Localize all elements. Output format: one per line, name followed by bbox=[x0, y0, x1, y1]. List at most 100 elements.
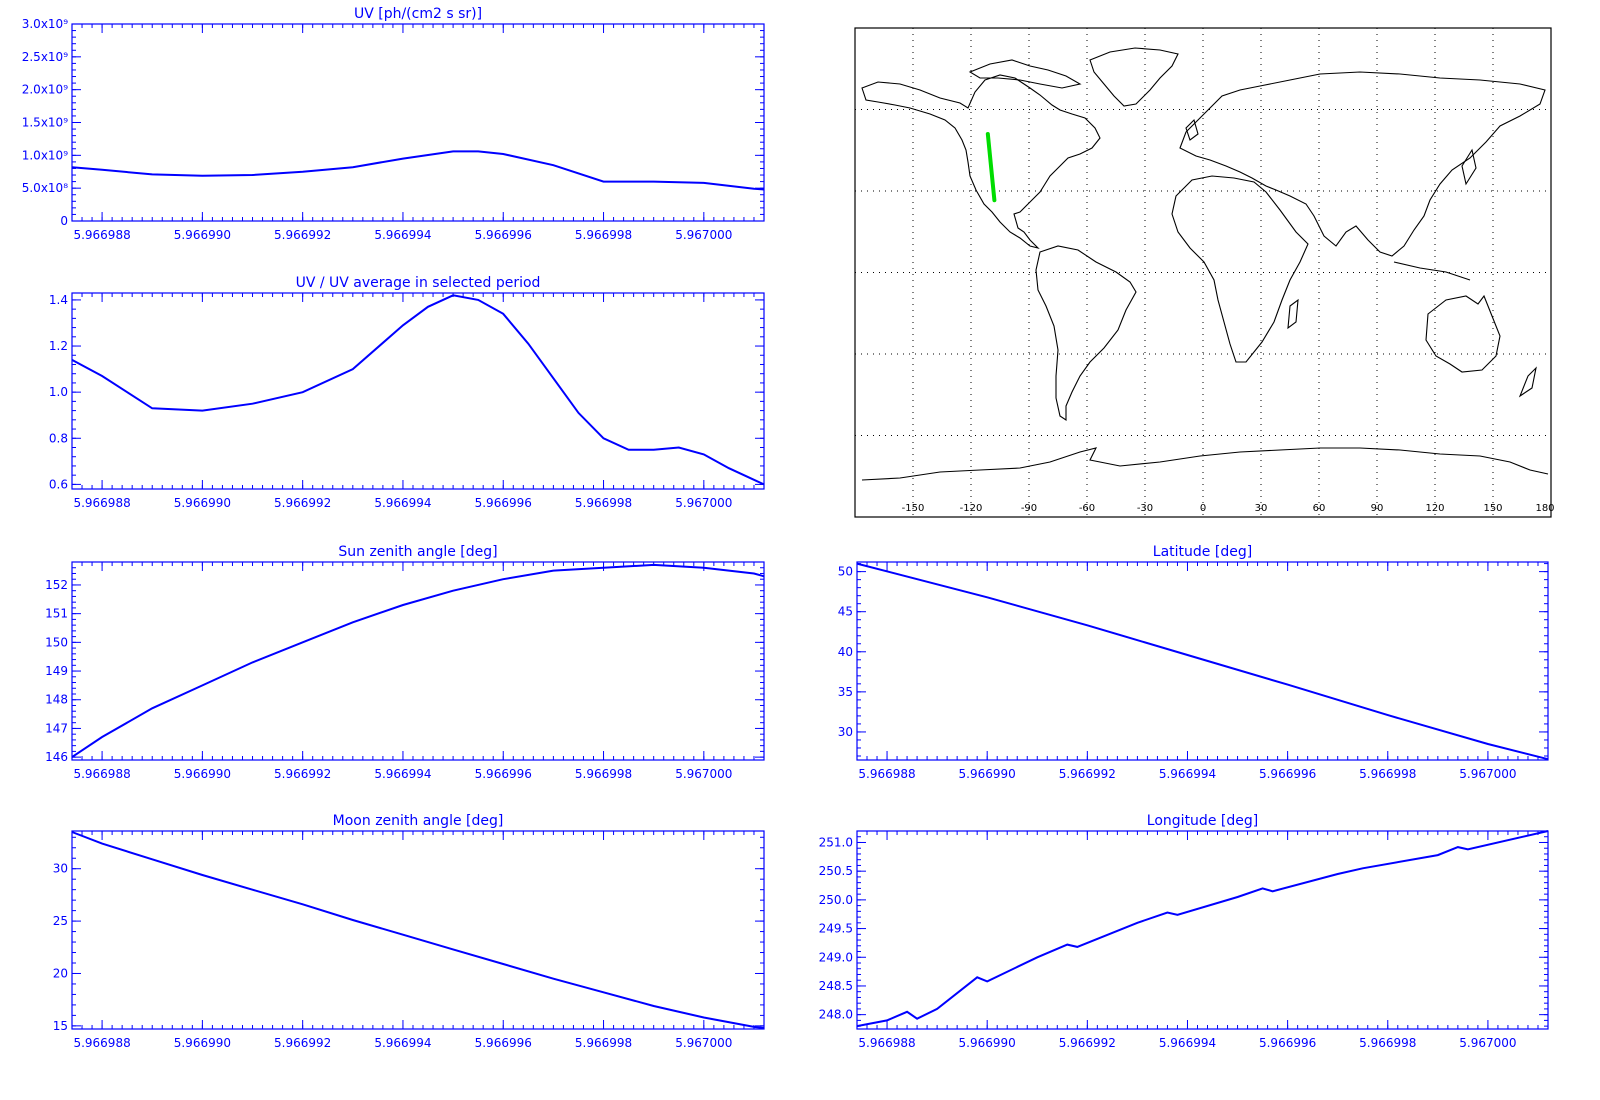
y-tick-label: 148 bbox=[45, 693, 68, 707]
lon-tick-label: -30 bbox=[1137, 503, 1153, 514]
x-tick-label: 5.966994 bbox=[374, 767, 431, 781]
x-tick-label: 5.966988 bbox=[73, 767, 130, 781]
world-map: -150 -120 -90 -60 -30 0 30 60 90 120 150 180 bbox=[854, 27, 1555, 518]
x-tick-label: 5.967000 bbox=[675, 767, 732, 781]
x-tick-label: 5.966994 bbox=[374, 496, 431, 510]
continent-africa bbox=[1171, 175, 1309, 363]
y-tick-label: 250.5 bbox=[819, 864, 853, 878]
x-tick-label: 5.966988 bbox=[73, 1036, 130, 1050]
y-tick-label: 150 bbox=[45, 635, 68, 649]
series-line bbox=[71, 294, 765, 486]
y-tick-label: 248.0 bbox=[819, 1008, 853, 1022]
x-tick-label: 5.967000 bbox=[1459, 767, 1516, 781]
x-tick-label: 5.966994 bbox=[1159, 767, 1216, 781]
x-tick-label: 5.966996 bbox=[475, 1036, 532, 1050]
x-tick-label: 5.966992 bbox=[274, 496, 331, 510]
x-tick-label: 5.966992 bbox=[1059, 1036, 1116, 1050]
y-tick-label: 1.2 bbox=[49, 339, 68, 353]
x-tick-label: 5.967000 bbox=[675, 228, 732, 242]
y-tick-label: 3.0x10⁹ bbox=[22, 17, 68, 31]
x-tick-label: 5.966998 bbox=[575, 767, 632, 781]
y-tick-label: 0 bbox=[60, 214, 68, 228]
lon-tick-label: 30 bbox=[1255, 503, 1268, 514]
y-tick-label: 146 bbox=[45, 750, 68, 764]
plot-frame bbox=[71, 292, 765, 490]
y-tick-label: 0.6 bbox=[49, 477, 68, 491]
x-tick-label: 5.967000 bbox=[675, 496, 732, 510]
continent-north-america bbox=[861, 74, 1101, 250]
lon-tick-label: -150 bbox=[902, 503, 925, 514]
x-tick-label: 5.966998 bbox=[575, 228, 632, 242]
island-madagascar bbox=[1287, 298, 1299, 330]
y-tick-label: 249.0 bbox=[819, 950, 853, 964]
continent-europe-asia bbox=[1179, 71, 1546, 257]
y-tick-label: 35 bbox=[838, 685, 853, 699]
chart-title: UV [ph/(cm2 s sr)] bbox=[354, 6, 482, 22]
lon-tick-label: -120 bbox=[960, 503, 983, 514]
x-tick-label: 5.966998 bbox=[1359, 767, 1416, 781]
y-tick-label: 1.0 bbox=[49, 385, 68, 399]
y-tick-label: 20 bbox=[53, 966, 68, 980]
chart-longitude: Longitude [deg] 5.966988 5.966990 5.966992 5… bbox=[819, 813, 1549, 1050]
chart-sun-zenith: Sun zenith angle [deg] 5.966988 5.966990 5.… bbox=[45, 544, 765, 781]
x-tick-label: 5.966992 bbox=[274, 767, 331, 781]
x-tick-label: 5.966990 bbox=[174, 1036, 231, 1050]
island-new-zealand bbox=[1518, 366, 1537, 398]
chart-title: Latitude [deg] bbox=[1153, 544, 1252, 560]
x-tick-label: 5.967000 bbox=[1459, 1036, 1516, 1050]
x-tick-label: 5.966992 bbox=[1059, 767, 1116, 781]
x-tick-label: 5.966990 bbox=[959, 1036, 1016, 1050]
x-tick-label: 5.966996 bbox=[1259, 767, 1316, 781]
x-tick-label: 5.966992 bbox=[274, 1036, 331, 1050]
y-tick-label: 1.4 bbox=[49, 293, 68, 307]
x-tick-label: 5.966990 bbox=[174, 228, 231, 242]
x-tick-label: 5.966998 bbox=[1359, 1036, 1416, 1050]
y-tick-label: 251.0 bbox=[819, 835, 853, 849]
y-tick-label: 147 bbox=[45, 721, 68, 735]
lon-tick-label: -90 bbox=[1021, 503, 1037, 514]
series-line bbox=[71, 150, 765, 191]
x-tick-label: 5.967000 bbox=[675, 1036, 732, 1050]
x-tick-label: 5.966998 bbox=[575, 496, 632, 510]
series-line bbox=[71, 831, 765, 1029]
y-tick-label: 152 bbox=[45, 578, 68, 592]
x-tick-label: 5.966988 bbox=[73, 228, 130, 242]
x-tick-label: 5.966988 bbox=[73, 496, 130, 510]
y-tick-label: 30 bbox=[838, 725, 853, 739]
x-tick-label: 5.966988 bbox=[858, 767, 915, 781]
y-tick-label: 2.5x10⁹ bbox=[22, 50, 68, 64]
chart-title: UV / UV average in selected period bbox=[296, 275, 541, 291]
x-tick-label: 5.966990 bbox=[174, 496, 231, 510]
series-line bbox=[856, 830, 1549, 1028]
y-tick-label: 250.0 bbox=[819, 893, 853, 907]
chart-moon-zenith: Moon zenith angle [deg] 5.966988 5.966990 5… bbox=[53, 813, 765, 1050]
island-uk bbox=[1185, 118, 1199, 141]
x-tick-label: 5.966996 bbox=[475, 496, 532, 510]
y-tick-label: 2.0x10⁹ bbox=[22, 83, 68, 97]
x-tick-label: 5.966988 bbox=[858, 1036, 915, 1050]
y-tick-label: 25 bbox=[53, 914, 68, 928]
series-line bbox=[71, 563, 765, 758]
y-tick-label: 1.0x10⁹ bbox=[22, 148, 68, 162]
x-tick-label: 5.966990 bbox=[959, 767, 1016, 781]
lon-tick-label: -60 bbox=[1079, 503, 1095, 514]
continent-antarctica bbox=[861, 447, 1549, 481]
map-coastlines bbox=[861, 47, 1549, 481]
series-line bbox=[856, 562, 1549, 761]
map-gridlines bbox=[855, 28, 1551, 517]
arctic-islands bbox=[968, 59, 1082, 89]
x-tick-label: 5.966994 bbox=[374, 228, 431, 242]
y-tick-label: 45 bbox=[838, 605, 853, 619]
x-tick-label: 5.966998 bbox=[575, 1036, 632, 1050]
x-tick-label: 5.966996 bbox=[1259, 1036, 1316, 1050]
y-tick-label: 1.5x10⁹ bbox=[22, 116, 68, 130]
chart-uv: UV [ph/(cm2 s sr)] 5.966988 5.966990 5.9669… bbox=[22, 6, 765, 242]
greenland bbox=[1089, 47, 1179, 107]
y-tick-label: 30 bbox=[53, 862, 68, 876]
y-tick-label: 40 bbox=[838, 645, 853, 659]
island-indonesia bbox=[1393, 261, 1471, 281]
x-tick-label: 5.966994 bbox=[1159, 1036, 1216, 1050]
chart-uv-ratio: UV / UV average in selected period 5.9669… bbox=[49, 275, 765, 510]
chart-latitude: Latitude [deg] 5.966988 5.966990 5.966992 5.… bbox=[838, 544, 1549, 781]
